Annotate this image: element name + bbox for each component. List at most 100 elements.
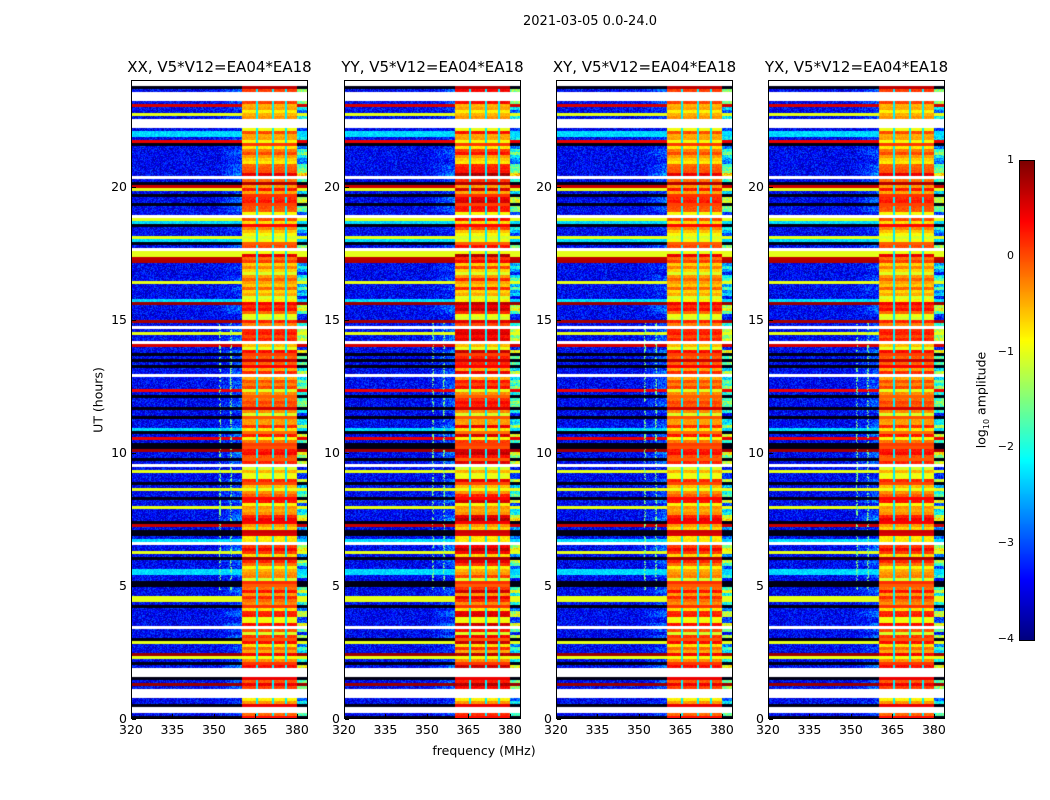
x-tick-label: 350	[626, 722, 651, 737]
x-tick-label: 365	[243, 722, 268, 737]
y-axis-label: UT (hours)	[90, 367, 106, 433]
x-tick-label: 335	[160, 722, 185, 737]
axes-frame	[344, 80, 521, 719]
y-tick-label: 15	[748, 311, 764, 327]
y-tick-mark	[132, 585, 136, 587]
axes-frame	[768, 80, 945, 719]
x-tick-mark	[509, 714, 511, 718]
x-tick-mark	[768, 714, 769, 718]
y-tick-label: 20	[536, 178, 552, 194]
y-tick-mark	[132, 719, 136, 720]
y-tick-label: 0	[756, 711, 764, 726]
y-tick-mark	[769, 719, 773, 720]
colorbar-label: log10 amplitude	[973, 351, 991, 449]
x-tick-mark	[680, 714, 682, 718]
x-tick-label: 380	[284, 722, 309, 737]
colorbar-tick-label: −1	[997, 344, 1014, 358]
x-axis-label: frequency (MHz)	[432, 743, 536, 758]
colorbar-tick-label: −2	[997, 440, 1014, 454]
x-tick-label: 380	[709, 722, 734, 737]
x-tick-mark	[809, 714, 811, 718]
y-tick-mark	[557, 719, 561, 720]
y-tick-mark	[769, 452, 773, 454]
figure-title: 2021-03-05 0.0-24.0	[523, 14, 657, 29]
y-tick-mark	[769, 319, 773, 321]
y-tick-mark	[557, 319, 561, 321]
y-tick-label: 0	[332, 711, 340, 726]
spectrogram-panel-4: YX, V5*V12=EA04*EA18 320 335 350 365 380 0 5 10 1…	[748, 58, 948, 737]
spectrogram-panel-3: XY, V5*V12=EA04*EA18 320 335 350 365 380 0 5 10 1…	[536, 58, 736, 737]
y-tick-label: 10	[536, 444, 552, 460]
y-tick-label: 20	[748, 178, 764, 194]
spectrogram-image	[768, 80, 945, 719]
y-tick-mark	[769, 585, 773, 587]
y-tick-label: 10	[111, 444, 127, 460]
x-tick-mark	[638, 714, 640, 718]
x-tick-mark	[426, 714, 428, 718]
y-tick-mark	[557, 186, 561, 188]
axes-frame	[131, 80, 308, 719]
x-tick-mark	[385, 714, 387, 718]
x-tick-mark	[597, 714, 599, 718]
x-tick-label: 335	[373, 722, 398, 737]
x-tick-mark	[721, 714, 723, 718]
y-tick-label: 5	[119, 577, 127, 593]
x-tick-mark	[850, 714, 852, 718]
spectrogram-panel-2: YY, V5*V12=EA04*EA18 320 335 350 365 380 0 5 10 1…	[324, 58, 524, 737]
x-tick-label: 320	[544, 722, 568, 737]
x-tick-mark	[556, 714, 557, 718]
spectrogram-image	[344, 80, 521, 719]
spectrogram-panel-1: XX, V5*V12=EA04*EA18 320 335 350 365 380 0 5 10 1…	[111, 58, 312, 737]
x-tick-label: 335	[585, 722, 610, 737]
y-tick-label: 5	[756, 577, 764, 593]
x-tick-mark	[296, 714, 298, 718]
colorbar-tick-label: −3	[997, 536, 1014, 550]
x-tick-mark	[131, 714, 132, 718]
colorbar-tick-label: −4	[997, 632, 1014, 645]
spectrogram-image	[556, 80, 733, 719]
y-tick-label: 0	[119, 711, 127, 726]
x-tick-mark	[172, 714, 174, 718]
y-tick-label: 20	[324, 178, 340, 194]
panel-title: XX, V5*V12=EA04*EA18	[127, 58, 312, 76]
x-tick-label: 365	[668, 722, 693, 737]
y-tick-mark	[132, 186, 136, 188]
panel-title: YY, V5*V12=EA04*EA18	[341, 58, 524, 76]
y-tick-mark	[345, 719, 349, 720]
x-tick-mark	[213, 714, 215, 718]
y-tick-mark	[132, 452, 136, 454]
y-tick-mark	[132, 319, 136, 321]
x-tick-label: 365	[456, 722, 481, 737]
y-tick-label: 15	[111, 311, 127, 327]
y-tick-label: 0	[544, 711, 552, 726]
x-tick-label: 380	[497, 722, 522, 737]
x-tick-mark	[344, 714, 345, 718]
x-tick-label: 320	[332, 722, 356, 737]
y-tick-label: 10	[748, 444, 764, 460]
x-tick-label: 380	[921, 722, 946, 737]
colorbar-tick-label: 0	[1007, 248, 1014, 262]
axes-frame	[556, 80, 733, 719]
y-tick-label: 15	[536, 311, 552, 327]
y-tick-mark	[557, 452, 561, 454]
panel-title: XY, V5*V12=EA04*EA18	[552, 58, 737, 76]
y-tick-label: 15	[324, 311, 340, 327]
x-tick-mark	[892, 714, 894, 718]
x-tick-label: 350	[414, 722, 439, 737]
x-tick-label: 365	[880, 722, 905, 737]
y-tick-mark	[345, 319, 349, 321]
x-tick-mark	[255, 714, 257, 718]
y-tick-label: 20	[111, 178, 127, 194]
panel-title: YX, V5*V12=EA04*EA18	[764, 58, 949, 76]
x-tick-label: 350	[201, 722, 226, 737]
y-tick-mark	[769, 186, 773, 188]
x-tick-mark	[933, 714, 935, 718]
y-tick-label: 5	[332, 577, 340, 593]
y-tick-mark	[345, 186, 349, 188]
x-tick-label: 350	[838, 722, 863, 737]
x-tick-label: 320	[119, 722, 143, 737]
y-tick-mark	[557, 585, 561, 587]
x-tick-label: 320	[756, 722, 780, 737]
y-tick-mark	[345, 585, 349, 587]
colorbar-tick-label: 1	[1007, 153, 1014, 166]
